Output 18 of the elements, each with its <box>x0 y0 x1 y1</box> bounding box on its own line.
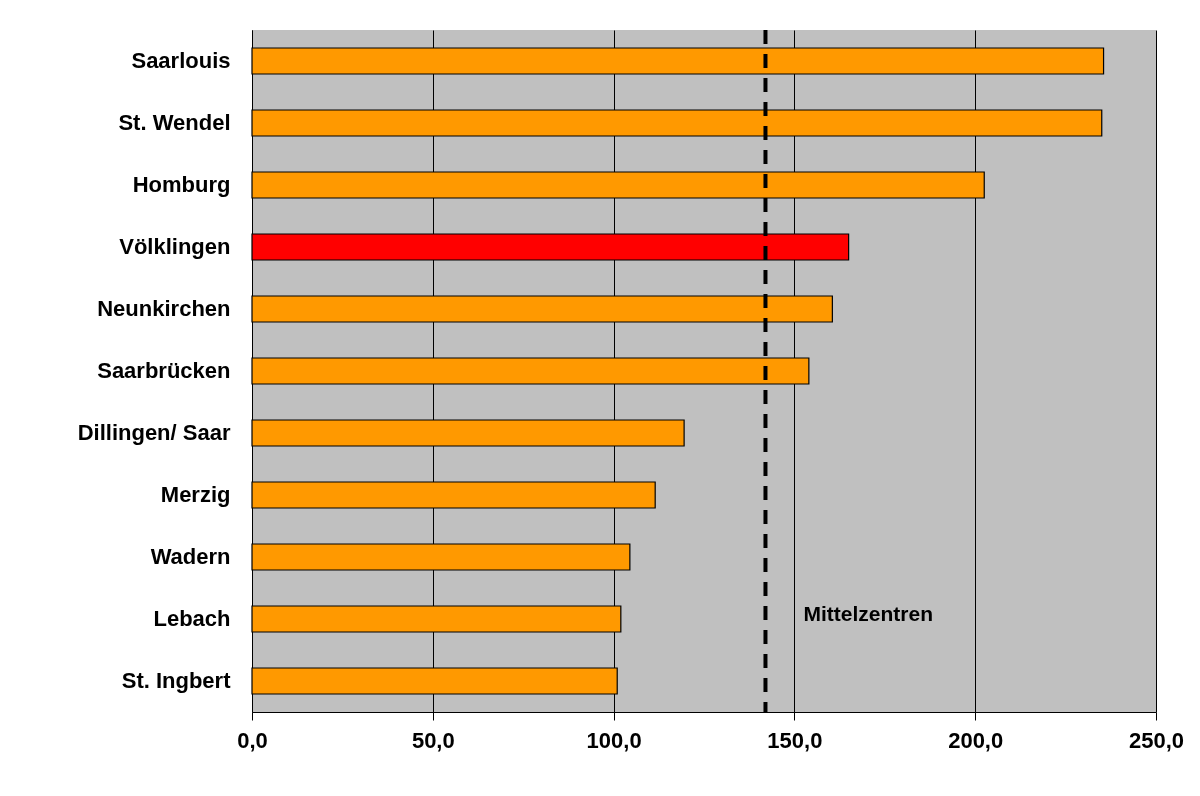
ref-line-label: Mittelzentren <box>803 602 933 625</box>
x-tick-label: 50,0 <box>411 727 455 753</box>
y-tick-label: St. Ingbert <box>121 668 232 693</box>
y-tick-label: Saarlouis <box>131 48 231 73</box>
y-tick-label: Wadern <box>150 544 231 569</box>
y-tick-label: Neunkirchen <box>97 296 231 321</box>
y-tick-label: Völklingen <box>119 234 231 259</box>
x-tick-label: 250,0 <box>1128 727 1185 753</box>
y-tick-label: St. Wendel <box>118 110 231 135</box>
y-tick-label: Dillingen/ Saar <box>77 420 231 445</box>
y-tick-label: Homburg <box>132 172 231 197</box>
x-tick-label: 100,0 <box>586 727 642 753</box>
x-tick-label: 150,0 <box>767 727 823 753</box>
y-tick-label: Merzig <box>160 482 231 507</box>
x-tick-label: 0,0 <box>237 727 268 753</box>
x-tick-label: 200,0 <box>948 727 1004 753</box>
y-tick-label: Lebach <box>153 606 231 631</box>
y-tick-label: Saarbrücken <box>97 358 231 383</box>
